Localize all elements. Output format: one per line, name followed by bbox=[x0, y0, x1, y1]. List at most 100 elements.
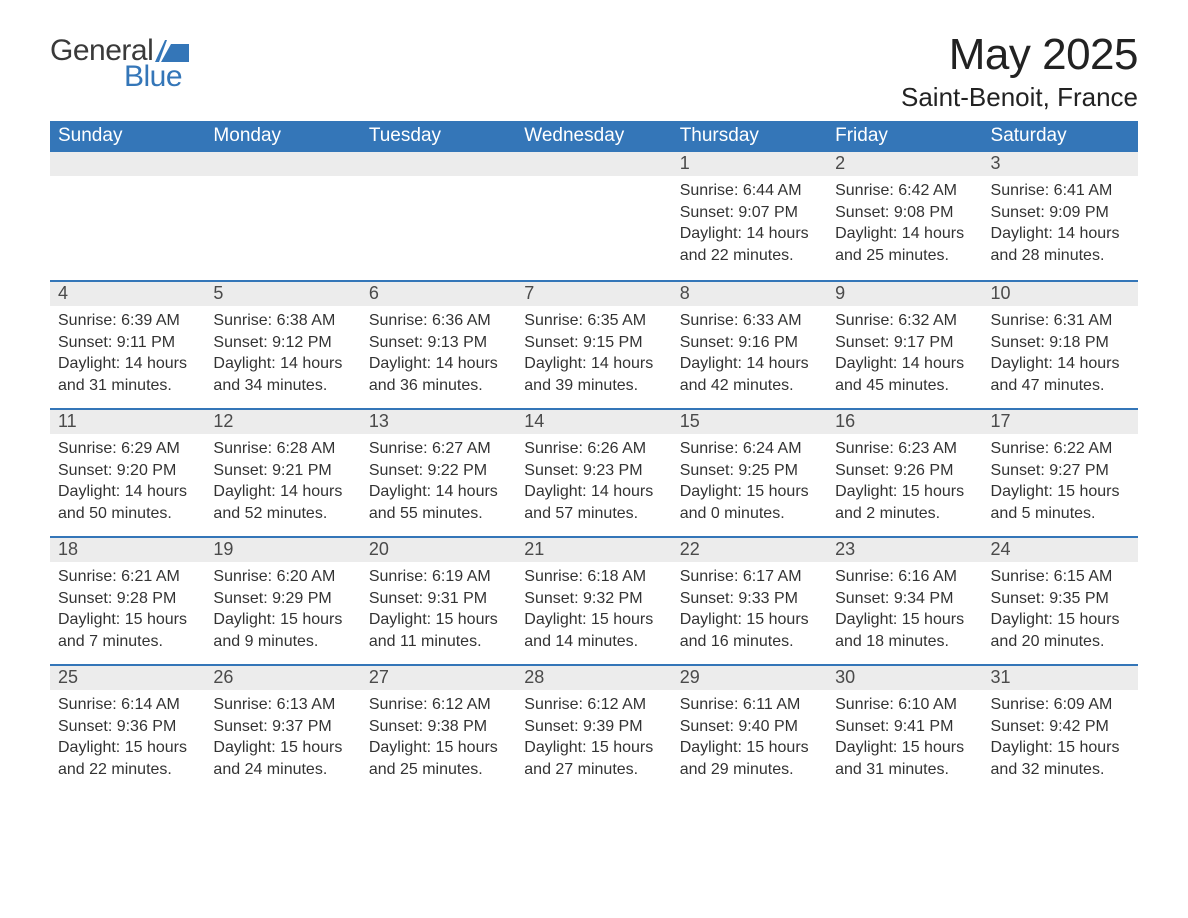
sunrise-line: Sunrise: 6:21 AM bbox=[58, 566, 197, 588]
calendar-cell: 14Sunrise: 6:26 AMSunset: 9:23 PMDayligh… bbox=[516, 408, 671, 536]
sunrise-line: Sunrise: 6:26 AM bbox=[524, 438, 663, 460]
page-header: General Blue May 2025 Saint-Benoit, Fran… bbox=[50, 30, 1138, 113]
sunrise-line: Sunrise: 6:31 AM bbox=[991, 310, 1130, 332]
sunset-line: Sunset: 9:29 PM bbox=[213, 588, 352, 610]
day-number: 16 bbox=[827, 410, 982, 434]
weekday-header-row: Sunday Monday Tuesday Wednesday Thursday… bbox=[50, 121, 1138, 152]
day-cell: 2Sunrise: 6:42 AMSunset: 9:08 PMDaylight… bbox=[827, 152, 982, 272]
sunset-line: Sunset: 9:11 PM bbox=[58, 332, 197, 354]
day-cell: 24Sunrise: 6:15 AMSunset: 9:35 PMDayligh… bbox=[983, 536, 1138, 658]
weekday-header: Thursday bbox=[672, 121, 827, 152]
day-details: Sunrise: 6:17 AMSunset: 9:33 PMDaylight:… bbox=[672, 562, 827, 658]
day-details: Sunrise: 6:22 AMSunset: 9:27 PMDaylight:… bbox=[983, 434, 1138, 530]
day-details: Sunrise: 6:16 AMSunset: 9:34 PMDaylight:… bbox=[827, 562, 982, 658]
day-details: Sunrise: 6:41 AMSunset: 9:09 PMDaylight:… bbox=[983, 176, 1138, 272]
calendar-cell bbox=[205, 152, 360, 280]
calendar-cell: 21Sunrise: 6:18 AMSunset: 9:32 PMDayligh… bbox=[516, 536, 671, 664]
daylight-line: Daylight: 15 hours and 14 minutes. bbox=[524, 609, 663, 652]
day-details: Sunrise: 6:10 AMSunset: 9:41 PMDaylight:… bbox=[827, 690, 982, 786]
day-number: 4 bbox=[50, 282, 205, 306]
day-number: 13 bbox=[361, 410, 516, 434]
calendar-cell: 27Sunrise: 6:12 AMSunset: 9:38 PMDayligh… bbox=[361, 664, 516, 792]
calendar-cell: 13Sunrise: 6:27 AMSunset: 9:22 PMDayligh… bbox=[361, 408, 516, 536]
day-number: 21 bbox=[516, 538, 671, 562]
daylight-line: Daylight: 14 hours and 55 minutes. bbox=[369, 481, 508, 524]
day-number: 1 bbox=[672, 152, 827, 176]
day-cell: 5Sunrise: 6:38 AMSunset: 9:12 PMDaylight… bbox=[205, 280, 360, 402]
flag-icon bbox=[155, 36, 189, 70]
daylight-line: Daylight: 14 hours and 34 minutes. bbox=[213, 353, 352, 396]
day-number: 8 bbox=[672, 282, 827, 306]
day-cell: 7Sunrise: 6:35 AMSunset: 9:15 PMDaylight… bbox=[516, 280, 671, 402]
calendar-cell: 24Sunrise: 6:15 AMSunset: 9:35 PMDayligh… bbox=[983, 536, 1138, 664]
day-details: Sunrise: 6:26 AMSunset: 9:23 PMDaylight:… bbox=[516, 434, 671, 530]
day-cell: 18Sunrise: 6:21 AMSunset: 9:28 PMDayligh… bbox=[50, 536, 205, 658]
day-cell: 30Sunrise: 6:10 AMSunset: 9:41 PMDayligh… bbox=[827, 664, 982, 786]
day-cell: 28Sunrise: 6:12 AMSunset: 9:39 PMDayligh… bbox=[516, 664, 671, 786]
weekday-header: Friday bbox=[827, 121, 982, 152]
calendar-cell: 30Sunrise: 6:10 AMSunset: 9:41 PMDayligh… bbox=[827, 664, 982, 792]
day-number: 14 bbox=[516, 410, 671, 434]
day-details: Sunrise: 6:33 AMSunset: 9:16 PMDaylight:… bbox=[672, 306, 827, 402]
day-details: Sunrise: 6:12 AMSunset: 9:39 PMDaylight:… bbox=[516, 690, 671, 786]
day-cell: 31Sunrise: 6:09 AMSunset: 9:42 PMDayligh… bbox=[983, 664, 1138, 786]
sunrise-line: Sunrise: 6:33 AM bbox=[680, 310, 819, 332]
sunset-line: Sunset: 9:39 PM bbox=[524, 716, 663, 738]
sunset-line: Sunset: 9:12 PM bbox=[213, 332, 352, 354]
sunset-line: Sunset: 9:22 PM bbox=[369, 460, 508, 482]
day-cell: 29Sunrise: 6:11 AMSunset: 9:40 PMDayligh… bbox=[672, 664, 827, 786]
daylight-line: Daylight: 15 hours and 31 minutes. bbox=[835, 737, 974, 780]
daylight-line: Daylight: 15 hours and 25 minutes. bbox=[369, 737, 508, 780]
daylight-line: Daylight: 15 hours and 27 minutes. bbox=[524, 737, 663, 780]
sunset-line: Sunset: 9:08 PM bbox=[835, 202, 974, 224]
day-details: Sunrise: 6:12 AMSunset: 9:38 PMDaylight:… bbox=[361, 690, 516, 786]
daylight-line: Daylight: 14 hours and 42 minutes. bbox=[680, 353, 819, 396]
day-details: Sunrise: 6:28 AMSunset: 9:21 PMDaylight:… bbox=[205, 434, 360, 530]
sunrise-line: Sunrise: 6:15 AM bbox=[991, 566, 1130, 588]
day-number: 15 bbox=[672, 410, 827, 434]
daylight-line: Daylight: 15 hours and 20 minutes. bbox=[991, 609, 1130, 652]
sunset-line: Sunset: 9:20 PM bbox=[58, 460, 197, 482]
day-details: Sunrise: 6:11 AMSunset: 9:40 PMDaylight:… bbox=[672, 690, 827, 786]
sunset-line: Sunset: 9:41 PM bbox=[835, 716, 974, 738]
sunset-line: Sunset: 9:38 PM bbox=[369, 716, 508, 738]
sunrise-line: Sunrise: 6:42 AM bbox=[835, 180, 974, 202]
daylight-line: Daylight: 14 hours and 22 minutes. bbox=[680, 223, 819, 266]
day-number: 22 bbox=[672, 538, 827, 562]
day-details: Sunrise: 6:31 AMSunset: 9:18 PMDaylight:… bbox=[983, 306, 1138, 402]
day-cell: 9Sunrise: 6:32 AMSunset: 9:17 PMDaylight… bbox=[827, 280, 982, 402]
day-cell: 27Sunrise: 6:12 AMSunset: 9:38 PMDayligh… bbox=[361, 664, 516, 786]
sunrise-line: Sunrise: 6:39 AM bbox=[58, 310, 197, 332]
calendar-table: Sunday Monday Tuesday Wednesday Thursday… bbox=[50, 121, 1138, 792]
sunrise-line: Sunrise: 6:41 AM bbox=[991, 180, 1130, 202]
daylight-line: Daylight: 15 hours and 18 minutes. bbox=[835, 609, 974, 652]
brand-logo: General Blue bbox=[50, 34, 189, 94]
daylight-line: Daylight: 15 hours and 29 minutes. bbox=[680, 737, 819, 780]
calendar-cell: 19Sunrise: 6:20 AMSunset: 9:29 PMDayligh… bbox=[205, 536, 360, 664]
day-number: 31 bbox=[983, 666, 1138, 690]
daylight-line: Daylight: 15 hours and 24 minutes. bbox=[213, 737, 352, 780]
day-details: Sunrise: 6:35 AMSunset: 9:15 PMDaylight:… bbox=[516, 306, 671, 402]
day-cell: 23Sunrise: 6:16 AMSunset: 9:34 PMDayligh… bbox=[827, 536, 982, 658]
sunrise-line: Sunrise: 6:10 AM bbox=[835, 694, 974, 716]
day-cell: 16Sunrise: 6:23 AMSunset: 9:26 PMDayligh… bbox=[827, 408, 982, 530]
sunset-line: Sunset: 9:28 PM bbox=[58, 588, 197, 610]
calendar-cell: 2Sunrise: 6:42 AMSunset: 9:08 PMDaylight… bbox=[827, 152, 982, 280]
calendar-row: 11Sunrise: 6:29 AMSunset: 9:20 PMDayligh… bbox=[50, 408, 1138, 536]
day-number: 30 bbox=[827, 666, 982, 690]
day-number: 19 bbox=[205, 538, 360, 562]
day-details: Sunrise: 6:36 AMSunset: 9:13 PMDaylight:… bbox=[361, 306, 516, 402]
day-details: Sunrise: 6:14 AMSunset: 9:36 PMDaylight:… bbox=[50, 690, 205, 786]
title-location: Saint-Benoit, France bbox=[901, 82, 1138, 113]
day-number: 18 bbox=[50, 538, 205, 562]
sunrise-line: Sunrise: 6:19 AM bbox=[369, 566, 508, 588]
day-cell: 1Sunrise: 6:44 AMSunset: 9:07 PMDaylight… bbox=[672, 152, 827, 272]
sunset-line: Sunset: 9:25 PM bbox=[680, 460, 819, 482]
calendar-cell: 16Sunrise: 6:23 AMSunset: 9:26 PMDayligh… bbox=[827, 408, 982, 536]
calendar-row: 25Sunrise: 6:14 AMSunset: 9:36 PMDayligh… bbox=[50, 664, 1138, 792]
calendar-cell: 15Sunrise: 6:24 AMSunset: 9:25 PMDayligh… bbox=[672, 408, 827, 536]
day-cell: 26Sunrise: 6:13 AMSunset: 9:37 PMDayligh… bbox=[205, 664, 360, 786]
day-cell: 14Sunrise: 6:26 AMSunset: 9:23 PMDayligh… bbox=[516, 408, 671, 530]
day-details: Sunrise: 6:24 AMSunset: 9:25 PMDaylight:… bbox=[672, 434, 827, 530]
day-number: 6 bbox=[361, 282, 516, 306]
